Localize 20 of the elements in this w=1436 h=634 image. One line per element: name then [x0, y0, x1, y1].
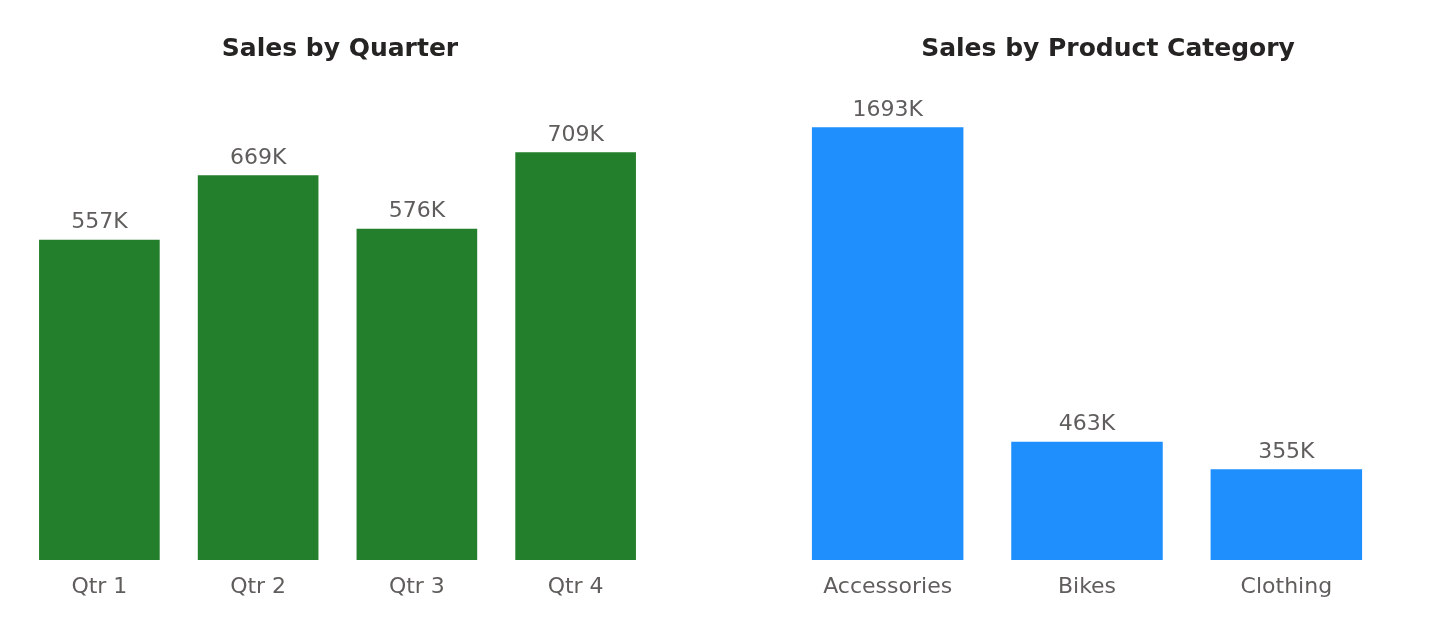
data-label: 1693K — [852, 95, 924, 121]
data-label: 576K — [388, 197, 446, 223]
x-tick-label: Qtr 4 — [547, 572, 604, 598]
chart-title: Sales by Product Category — [921, 33, 1295, 62]
bar — [356, 228, 478, 560]
x-tick-label: Clothing — [1240, 572, 1333, 598]
data-label: 709K — [547, 120, 605, 146]
data-label: 355K — [1258, 437, 1316, 463]
data-label: 669K — [229, 143, 287, 169]
data-label: 557K — [71, 208, 129, 234]
bar — [515, 152, 636, 560]
x-tick-label: Accessories — [823, 572, 953, 598]
x-tick-label: Qtr 3 — [388, 572, 445, 598]
data-label: 463K — [1058, 410, 1116, 436]
chart-title: Sales by Quarter — [221, 33, 459, 62]
x-tick-label: Bikes — [1057, 572, 1117, 598]
bar — [39, 239, 160, 560]
x-tick-label: Qtr 2 — [230, 572, 287, 598]
bar — [197, 175, 319, 560]
x-tick-label: Qtr 1 — [71, 572, 128, 598]
